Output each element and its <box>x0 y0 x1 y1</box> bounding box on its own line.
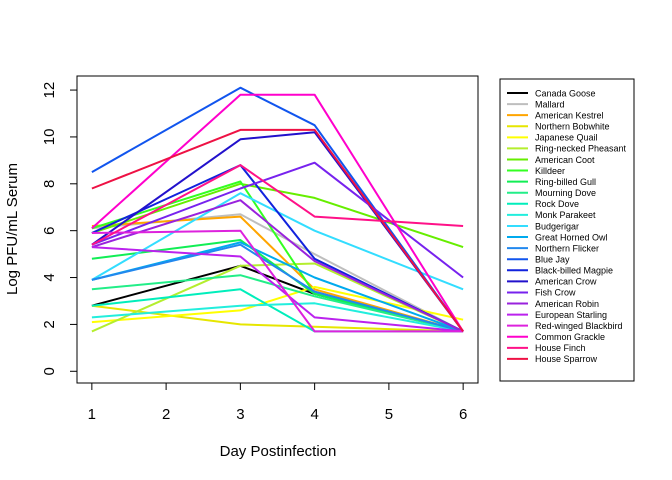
series-line-23 <box>91 164 464 246</box>
legend-label: Red-winged Blackbird <box>535 321 623 331</box>
y-tick-label: 0 <box>41 367 58 375</box>
legend-label: Fish Crow <box>535 288 576 298</box>
y-tick-label: 4 <box>41 273 58 281</box>
x-axis: 1 2 3 4 5 6 <box>88 382 467 423</box>
series-line-13 <box>91 241 464 333</box>
y-tick-label: 8 <box>41 180 58 188</box>
legend-label: Canada Goose <box>535 88 596 98</box>
series-line-24 <box>91 128 464 332</box>
series-line-15 <box>91 86 464 332</box>
x-tick-label: 1 <box>88 406 96 423</box>
series-line-21 <box>91 229 464 333</box>
legend-label: Common Grackle <box>535 332 605 342</box>
legend-label: Great Horned Owl <box>535 232 608 242</box>
x-tick-label: 4 <box>310 406 318 423</box>
legend-label: European Starling <box>535 310 607 320</box>
legend-label: Mourning Dove <box>535 188 596 198</box>
legend-label: Northern Bobwhite <box>535 122 610 132</box>
y-tick-label: 2 <box>41 320 58 328</box>
legend-label: Ring-billed Gull <box>535 177 596 187</box>
series-line-3 <box>91 304 464 333</box>
x-tick-label: 3 <box>236 406 244 423</box>
series-line-20 <box>91 246 464 333</box>
x-tick-label: 2 <box>162 406 170 423</box>
series-line-22 <box>91 93 464 332</box>
series-line-14 <box>91 243 464 333</box>
legend-label: Rock Dove <box>535 199 579 209</box>
legend-label: House Sparrow <box>535 354 598 364</box>
legend-label: Northern Flicker <box>535 243 599 253</box>
legend-label: Black-billed Magpie <box>535 266 613 276</box>
series-line-16 <box>91 164 464 333</box>
legend-label: Japanese Quail <box>535 133 598 143</box>
series-line-2 <box>91 215 464 333</box>
y-axis: 0 2 4 6 8 10 12 <box>41 82 78 375</box>
series-layer <box>91 86 464 333</box>
series-line-19 <box>91 199 464 333</box>
y-tick-label: 10 <box>41 129 58 146</box>
legend-label: House Finch <box>535 343 586 353</box>
legend-label: American Kestrel <box>535 110 604 120</box>
series-line-11 <box>91 302 464 333</box>
legend-label: Ring-necked Pheasant <box>535 144 627 154</box>
legend-label: Monk Parakeet <box>535 210 596 220</box>
y-axis-label: Log PFU/mL Serum <box>4 163 21 295</box>
legend-label: Budgerigar <box>535 221 579 231</box>
x-axis-label: Day Postinfection <box>220 443 337 460</box>
legend-label: Blue Jay <box>535 255 570 265</box>
legend-label: American Robin <box>535 299 599 309</box>
legend-label: American Coot <box>535 155 595 165</box>
legend-box <box>499 78 635 382</box>
series-line-18 <box>91 161 464 279</box>
series-line-5 <box>91 262 464 333</box>
y-tick-label: 6 <box>41 227 58 235</box>
series-line-4 <box>91 285 464 324</box>
y-tick-label: 12 <box>41 82 58 99</box>
x-tick-label: 5 <box>385 406 393 423</box>
x-tick-label: 6 <box>459 406 467 423</box>
legend-label: Killdeer <box>535 166 565 176</box>
legend-label: American Crow <box>535 277 597 287</box>
series-line-8 <box>91 239 464 333</box>
legend-label: Mallard <box>535 99 565 109</box>
